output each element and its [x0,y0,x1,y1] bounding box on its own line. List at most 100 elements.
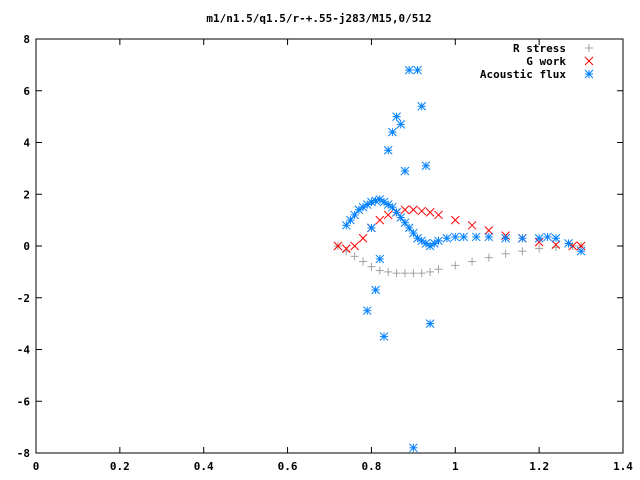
data-point [409,205,418,215]
data-point [417,101,427,111]
data-point [333,241,343,251]
series-layer [333,65,586,453]
data-point [375,266,384,275]
data-point-stroke [379,332,389,341]
data-point [501,249,510,258]
data-point-stroke [409,443,418,453]
data-point-stroke [417,206,427,216]
data-point [576,246,586,256]
data-point-stroke [421,161,431,171]
axes-layer: 0 0.2 0.4 0.6 0.8 1 1.2 1.4 -8 -6 -4 -2 0 2 4 6 8 [17,33,634,473]
data-point [535,244,544,253]
data-point [404,223,414,233]
y-tick-label: 2 [23,188,30,201]
data-point [350,241,360,251]
data-point [471,232,481,242]
x-tick-label: 0.4 [194,460,214,473]
data-point [551,233,561,243]
data-point-stroke [388,127,397,137]
data-point-stroke [383,200,393,209]
x-tick-label: 0.6 [278,460,298,473]
data-point [413,233,422,243]
data-point [359,257,368,266]
data-point [400,166,410,176]
data-point [392,208,401,217]
data-point-stroke [417,101,427,111]
data-point [383,210,393,220]
data-point [421,239,431,248]
data-point [367,262,376,271]
data-point-stroke [383,210,393,220]
data-point-stroke [379,197,389,207]
data-point-stroke [404,223,414,233]
data-point [388,202,397,212]
data-point-stroke [543,232,552,242]
chart-title: m1/n1.5/q1.5/r-+.55-j283/M15,0/512 [206,12,431,25]
data-point [400,218,410,228]
data-point-stroke [425,319,435,328]
data-point-stroke [551,240,561,250]
data-point [425,319,435,328]
data-point-stroke [568,241,578,251]
x-tick-label: 1.2 [529,460,549,473]
data-point [384,267,393,276]
data-point [534,233,544,243]
data-point-stroke [425,208,435,217]
y-tick-label: 8 [23,33,30,46]
data-point [362,306,372,316]
data-point-stroke [375,195,385,204]
data-point-stroke [350,210,360,220]
x-tick-label: 0.8 [361,460,381,473]
data-point-stroke [413,65,422,75]
data-point [442,233,452,243]
legend-marker-stroke [584,69,594,79]
data-point [518,247,527,256]
data-point-stroke [375,254,385,264]
data-point-stroke [358,233,368,243]
x-tick-label: 1 [452,460,459,473]
data-point [467,220,477,230]
data-point-stroke [564,239,573,248]
data-point-stroke [371,285,380,295]
data-point-stroke [341,244,351,253]
data-point-stroke [404,65,414,75]
legend-marker-stroke [584,56,594,66]
data-point [375,254,385,264]
data-point [434,265,443,274]
data-point [459,232,469,242]
data-point [358,233,368,243]
data-point-stroke [442,233,452,243]
data-point [409,228,418,238]
data-point-stroke [350,241,360,251]
data-point [396,120,406,129]
y-tick-label: 6 [23,85,30,98]
data-point [367,223,376,233]
legend-label: Acoustic flux [480,68,566,81]
legend-marker [584,69,594,79]
data-point [425,208,435,217]
data-point [400,269,409,278]
data-point [434,236,443,246]
data-point-stroke [421,239,431,248]
data-point [371,285,380,295]
data-point [450,215,460,225]
data-point [392,269,401,278]
legend-label: R stress [513,42,566,55]
data-point [350,210,360,220]
data-point [451,261,460,270]
data-point [484,226,494,235]
data-point-stroke [467,220,477,230]
data-point [426,267,435,276]
data-point-stroke [434,210,443,220]
data-point [543,232,552,242]
data-point-stroke [459,232,469,242]
y-tick-label: -4 [17,344,31,357]
data-point [564,239,573,248]
data-point-stroke [518,233,527,243]
data-point [392,112,401,121]
data-point-stroke [392,112,401,121]
legend-marker [585,44,593,52]
